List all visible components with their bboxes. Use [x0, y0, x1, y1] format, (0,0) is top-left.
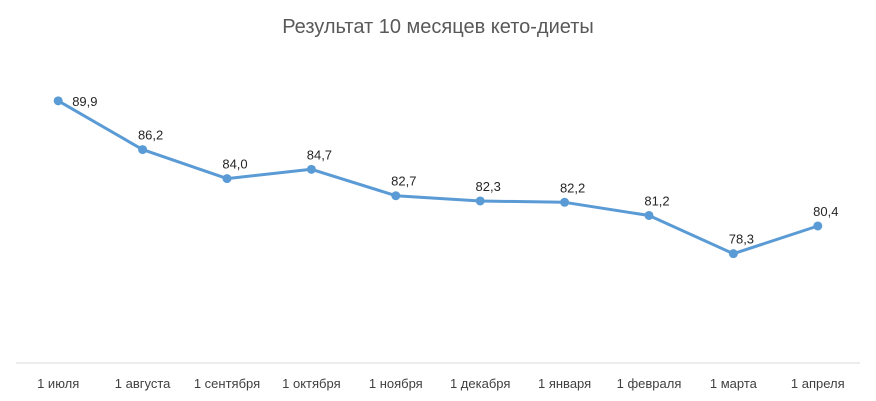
- data-label: 82,2: [560, 180, 585, 195]
- x-tick-label: 1 февраля: [617, 376, 682, 391]
- data-label: 80,4: [813, 204, 838, 219]
- data-label: 84,7: [307, 147, 332, 162]
- data-labels: 89,9 86,2 84,0 84,7 82,7 82,3 82,2 81,2 78,3 80,4: [72, 94, 838, 247]
- data-point: [644, 210, 654, 220]
- x-tick-label: 1 декабря: [450, 376, 510, 391]
- data-point: [813, 221, 823, 231]
- data-label: 78,3: [729, 232, 754, 247]
- x-tick-label: 1 марта: [710, 376, 758, 391]
- data-point: [53, 96, 63, 106]
- x-tick-label: 1 августа: [115, 376, 171, 391]
- data-point: [560, 197, 570, 207]
- data-label: 82,7: [391, 174, 416, 189]
- data-label: 89,9: [72, 94, 97, 109]
- x-tick-label: 1 сентября: [194, 376, 260, 391]
- data-point: [475, 196, 485, 206]
- x-tick-label: 1 апреля: [791, 376, 845, 391]
- data-point: [728, 249, 738, 259]
- data-point: [306, 164, 316, 174]
- data-points: [53, 96, 823, 259]
- x-tick-labels: 1 июля 1 августа 1 сентября 1 октября 1 нояб…: [37, 376, 845, 391]
- chart-title: Результат 10 месяцев кето-диеты: [282, 16, 594, 38]
- x-tick-label: 1 ноября: [369, 376, 423, 391]
- x-tick-label: 1 июля: [37, 376, 79, 391]
- data-point: [138, 145, 148, 155]
- x-tick-label: 1 января: [538, 376, 591, 391]
- data-label: 86,2: [138, 128, 163, 143]
- x-tick-label: 1 октября: [282, 376, 340, 391]
- data-label: 82,3: [476, 179, 501, 194]
- data-label: 84,0: [222, 157, 247, 172]
- series-line: [56, 99, 820, 256]
- data-point: [222, 174, 232, 184]
- data-label: 81,2: [644, 193, 669, 208]
- data-point: [391, 191, 401, 201]
